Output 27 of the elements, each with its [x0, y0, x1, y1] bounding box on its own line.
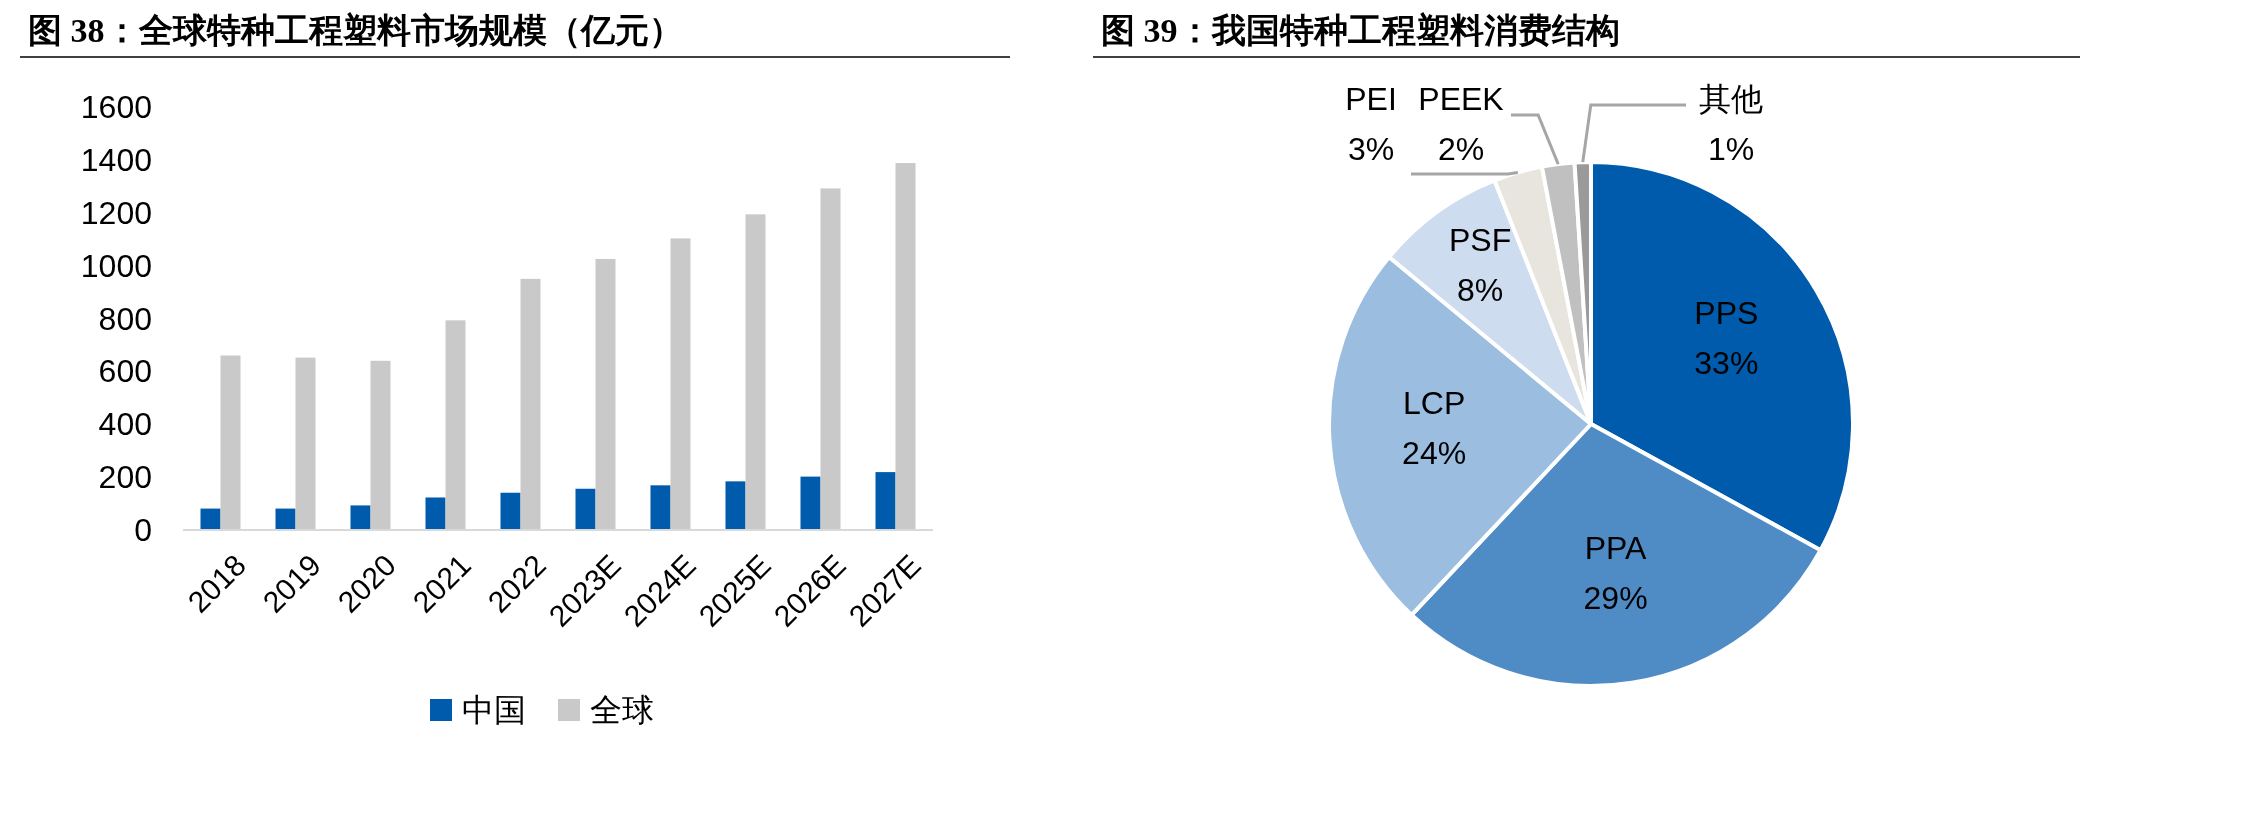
y-tick-label: 200	[98, 459, 152, 496]
data-label: 8%	[1457, 272, 1504, 309]
y-tick-label: 1600	[80, 89, 152, 125]
data-label: 29%	[1583, 580, 1648, 617]
y-tick-label: 1200	[80, 194, 152, 231]
chart-title: 图 39：我国特种工程塑料消费结构	[1101, 12, 1620, 49]
data-label: 2%	[1437, 131, 1485, 167]
y-tick-label: 1000	[80, 247, 152, 284]
y-tick-label: 0	[134, 512, 152, 548]
data-label: 33%	[1694, 344, 1759, 381]
slice-label: PEEK	[1418, 81, 1504, 117]
slice-label: PEI	[1345, 81, 1397, 117]
slice-label: PPA	[1584, 530, 1648, 567]
chart-title: 图 38：全球特种工程塑料市场规模（亿元）	[28, 12, 683, 49]
data-label: 3%	[1347, 131, 1395, 167]
slice-label: LCP	[1402, 384, 1466, 421]
data-label: 24%	[1402, 434, 1467, 471]
y-tick-label: 400	[98, 406, 152, 443]
slice-label: PPS	[1694, 294, 1759, 331]
slice-label: PSF	[1449, 222, 1512, 259]
legend-label: 中国	[462, 692, 526, 728]
data-label: 1%	[1707, 131, 1755, 167]
y-tick-label: 600	[98, 353, 152, 390]
y-tick-label: 1400	[80, 141, 152, 178]
slice-label: 其他	[1699, 81, 1763, 117]
legend-label: 全球	[590, 692, 654, 728]
y-tick-label: 800	[98, 300, 152, 337]
